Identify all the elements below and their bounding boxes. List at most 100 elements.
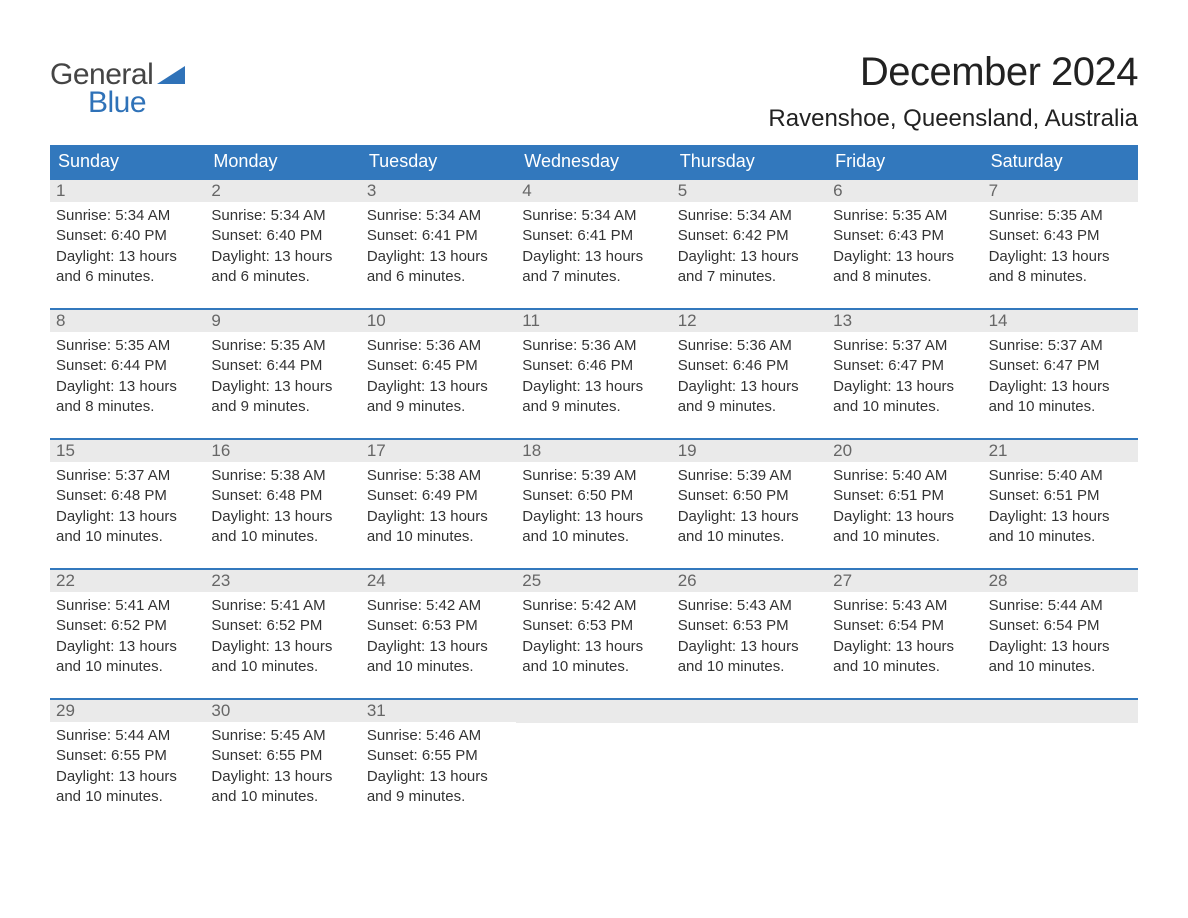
day-number: 10	[361, 310, 516, 332]
sunset-text: Sunset: 6:41 PM	[522, 226, 667, 246]
day-cell: 15Sunrise: 5:37 AMSunset: 6:48 PMDayligh…	[50, 440, 205, 568]
day-number: 4	[516, 180, 671, 202]
daylight-text-line2: and 9 minutes.	[678, 397, 823, 417]
sunrise-text: Sunrise: 5:34 AM	[367, 206, 512, 226]
day-body: Sunrise: 5:45 AMSunset: 6:55 PMDaylight:…	[205, 722, 360, 811]
weekday-sunday: Sunday	[50, 145, 205, 178]
daylight-text-line1: Daylight: 13 hours	[56, 247, 201, 267]
title-block: December 2024 Ravenshoe, Queensland, Aus…	[768, 50, 1138, 133]
day-number: 30	[205, 700, 360, 722]
day-cell: 4Sunrise: 5:34 AMSunset: 6:41 PMDaylight…	[516, 180, 671, 308]
daylight-text-line1: Daylight: 13 hours	[211, 637, 356, 657]
day-number: 26	[672, 570, 827, 592]
day-cell: 23Sunrise: 5:41 AMSunset: 6:52 PMDayligh…	[205, 570, 360, 698]
daylight-text-line2: and 10 minutes.	[56, 787, 201, 807]
daylight-text-line2: and 10 minutes.	[522, 657, 667, 677]
sunset-text: Sunset: 6:52 PM	[211, 616, 356, 636]
daylight-text-line1: Daylight: 13 hours	[522, 377, 667, 397]
sunset-text: Sunset: 6:43 PM	[833, 226, 978, 246]
daylight-text-line1: Daylight: 13 hours	[833, 507, 978, 527]
daylight-text-line2: and 9 minutes.	[367, 397, 512, 417]
sunrise-text: Sunrise: 5:35 AM	[211, 336, 356, 356]
daylight-text-line2: and 6 minutes.	[211, 267, 356, 287]
day-number: 7	[983, 180, 1138, 202]
day-body: Sunrise: 5:39 AMSunset: 6:50 PMDaylight:…	[516, 462, 671, 551]
sunset-text: Sunset: 6:44 PM	[211, 356, 356, 376]
day-cell: 2Sunrise: 5:34 AMSunset: 6:40 PMDaylight…	[205, 180, 360, 308]
daylight-text-line1: Daylight: 13 hours	[211, 247, 356, 267]
logo-flag-icon	[157, 66, 185, 84]
page-title: December 2024	[768, 50, 1138, 95]
day-number: 22	[50, 570, 205, 592]
sunrise-text: Sunrise: 5:34 AM	[211, 206, 356, 226]
day-cell: 7Sunrise: 5:35 AMSunset: 6:43 PMDaylight…	[983, 180, 1138, 308]
day-cell: 29Sunrise: 5:44 AMSunset: 6:55 PMDayligh…	[50, 700, 205, 828]
sunrise-text: Sunrise: 5:44 AM	[989, 596, 1134, 616]
location-subtitle: Ravenshoe, Queensland, Australia	[768, 105, 1138, 133]
sunrise-text: Sunrise: 5:36 AM	[678, 336, 823, 356]
day-number: 8	[50, 310, 205, 332]
sunset-text: Sunset: 6:47 PM	[989, 356, 1134, 376]
day-cell: 25Sunrise: 5:42 AMSunset: 6:53 PMDayligh…	[516, 570, 671, 698]
daylight-text-line1: Daylight: 13 hours	[211, 767, 356, 787]
day-body: Sunrise: 5:46 AMSunset: 6:55 PMDaylight:…	[361, 722, 516, 811]
daylight-text-line1: Daylight: 13 hours	[989, 247, 1134, 267]
day-body: Sunrise: 5:41 AMSunset: 6:52 PMDaylight:…	[205, 592, 360, 681]
day-number: 12	[672, 310, 827, 332]
daylight-text-line2: and 8 minutes.	[56, 397, 201, 417]
day-number: 14	[983, 310, 1138, 332]
day-number: 3	[361, 180, 516, 202]
day-body: Sunrise: 5:34 AMSunset: 6:42 PMDaylight:…	[672, 202, 827, 291]
sunrise-text: Sunrise: 5:37 AM	[989, 336, 1134, 356]
daylight-text-line1: Daylight: 13 hours	[367, 377, 512, 397]
sunset-text: Sunset: 6:46 PM	[522, 356, 667, 376]
sunset-text: Sunset: 6:55 PM	[367, 746, 512, 766]
sunrise-text: Sunrise: 5:43 AM	[678, 596, 823, 616]
day-number: 9	[205, 310, 360, 332]
daylight-text-line2: and 7 minutes.	[522, 267, 667, 287]
day-body: Sunrise: 5:44 AMSunset: 6:54 PMDaylight:…	[983, 592, 1138, 681]
day-number: 16	[205, 440, 360, 462]
day-cell	[827, 700, 982, 828]
day-body: Sunrise: 5:40 AMSunset: 6:51 PMDaylight:…	[827, 462, 982, 551]
day-body: Sunrise: 5:43 AMSunset: 6:53 PMDaylight:…	[672, 592, 827, 681]
day-body: Sunrise: 5:34 AMSunset: 6:40 PMDaylight:…	[50, 202, 205, 291]
day-cell: 24Sunrise: 5:42 AMSunset: 6:53 PMDayligh…	[361, 570, 516, 698]
weekday-header-row: Sunday Monday Tuesday Wednesday Thursday…	[50, 145, 1138, 178]
day-cell	[516, 700, 671, 828]
day-body: Sunrise: 5:34 AMSunset: 6:41 PMDaylight:…	[361, 202, 516, 291]
sunrise-text: Sunrise: 5:45 AM	[211, 726, 356, 746]
sunset-text: Sunset: 6:55 PM	[56, 746, 201, 766]
weekday-thursday: Thursday	[672, 145, 827, 178]
day-body: Sunrise: 5:35 AMSunset: 6:43 PMDaylight:…	[827, 202, 982, 291]
sunset-text: Sunset: 6:49 PM	[367, 486, 512, 506]
sunrise-text: Sunrise: 5:39 AM	[678, 466, 823, 486]
sunset-text: Sunset: 6:51 PM	[833, 486, 978, 506]
day-body: Sunrise: 5:36 AMSunset: 6:46 PMDaylight:…	[672, 332, 827, 421]
sunrise-text: Sunrise: 5:40 AM	[989, 466, 1134, 486]
daylight-text-line2: and 10 minutes.	[678, 657, 823, 677]
day-cell: 26Sunrise: 5:43 AMSunset: 6:53 PMDayligh…	[672, 570, 827, 698]
daylight-text-line1: Daylight: 13 hours	[211, 377, 356, 397]
weekday-friday: Friday	[827, 145, 982, 178]
sunset-text: Sunset: 6:54 PM	[989, 616, 1134, 636]
day-body: Sunrise: 5:42 AMSunset: 6:53 PMDaylight:…	[516, 592, 671, 681]
week-row: 15Sunrise: 5:37 AMSunset: 6:48 PMDayligh…	[50, 438, 1138, 568]
sunset-text: Sunset: 6:48 PM	[56, 486, 201, 506]
day-body: Sunrise: 5:34 AMSunset: 6:41 PMDaylight:…	[516, 202, 671, 291]
day-number: 17	[361, 440, 516, 462]
sunset-text: Sunset: 6:52 PM	[56, 616, 201, 636]
day-body: Sunrise: 5:44 AMSunset: 6:55 PMDaylight:…	[50, 722, 205, 811]
sunrise-text: Sunrise: 5:41 AM	[211, 596, 356, 616]
day-cell: 16Sunrise: 5:38 AMSunset: 6:48 PMDayligh…	[205, 440, 360, 568]
daylight-text-line1: Daylight: 13 hours	[989, 507, 1134, 527]
daylight-text-line2: and 10 minutes.	[833, 527, 978, 547]
week-row: 22Sunrise: 5:41 AMSunset: 6:52 PMDayligh…	[50, 568, 1138, 698]
sunrise-text: Sunrise: 5:38 AM	[211, 466, 356, 486]
logo: General Blue	[50, 58, 185, 120]
empty-day-bar	[516, 700, 671, 723]
daylight-text-line2: and 10 minutes.	[56, 527, 201, 547]
daylight-text-line2: and 9 minutes.	[367, 787, 512, 807]
day-body: Sunrise: 5:38 AMSunset: 6:48 PMDaylight:…	[205, 462, 360, 551]
sunrise-text: Sunrise: 5:42 AM	[367, 596, 512, 616]
